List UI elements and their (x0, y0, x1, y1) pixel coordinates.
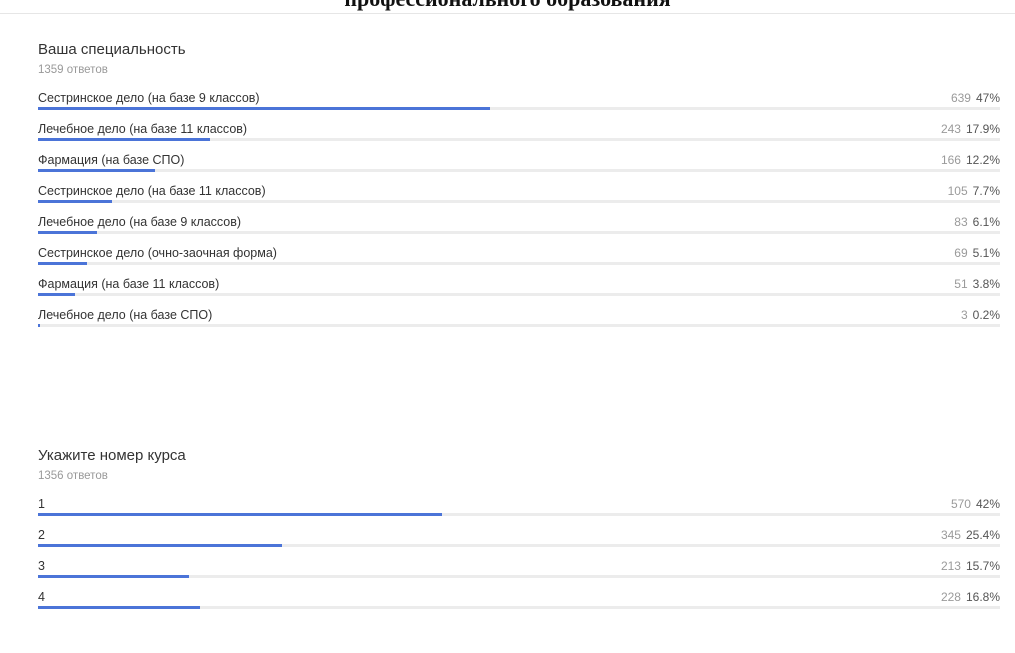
answer-percent: 47% (975, 91, 1000, 105)
bar-track (38, 293, 1000, 296)
answer-row: Сестринское дело (на базе 9 классов) 639 4… (38, 90, 1000, 121)
answer-count: 51 (954, 277, 968, 291)
answer-percent: 3.8% (972, 277, 1000, 291)
answer-label: 4 (38, 590, 45, 604)
answer-value: 51 3.8% (954, 276, 1000, 292)
answer-value: 3 0.2% (961, 307, 1000, 323)
bar-list: Сестринское дело (на базе 9 классов) 639 4… (38, 90, 1000, 338)
answer-count: 83 (954, 215, 968, 229)
answer-count: 639 (950, 91, 971, 105)
answer-row: Фармация (на базе СПО) 166 12.2% (38, 152, 1000, 183)
bar-track (38, 544, 1000, 547)
answer-label: Лечебное дело (на базе 11 классов) (38, 122, 248, 136)
answer-percent: 0.2% (972, 308, 1000, 322)
bar-track (38, 324, 1000, 327)
answer-percent: 42% (975, 497, 1000, 511)
bar-track (38, 107, 1000, 110)
bar-track (38, 513, 1000, 516)
answer-value: 69 5.1% (954, 245, 1000, 261)
bar-fill (38, 262, 88, 265)
answer-percent: 16.8% (965, 590, 1000, 604)
answer-count: 69 (954, 246, 968, 260)
question-title: Укажите номер курса (38, 447, 186, 464)
answer-value: 639 47% (951, 90, 1000, 106)
bar-track (38, 138, 1000, 141)
answer-percent: 12.2% (965, 153, 1000, 167)
answer-label: Сестринское дело (очно-заочная форма) (38, 246, 277, 260)
answer-value: 243 17.9% (941, 121, 1000, 137)
bar-track (38, 575, 1000, 578)
answer-label: Сестринское дело (на базе 11 классов) (38, 184, 266, 198)
bar-fill (38, 200, 113, 203)
answer-count: 213 (940, 559, 961, 573)
answer-value: 166 12.2% (941, 152, 1000, 168)
answer-percent: 17.9% (965, 122, 1000, 136)
question-title: Ваша специальность (38, 41, 186, 58)
answer-count: 166 (940, 153, 961, 167)
bar-track (38, 231, 1000, 234)
question-specialty: Ваша специальность 1359 ответов Сестринс… (38, 41, 1000, 338)
answer-value: 83 6.1% (954, 214, 1000, 230)
answer-row: 1 570 42% (38, 496, 1000, 527)
bar-track (38, 606, 1000, 609)
answer-label: Фармация (на базе СПО) (38, 153, 185, 167)
answer-label: Лечебное дело (на базе СПО) (38, 308, 213, 322)
bar-track (38, 200, 1000, 203)
answer-label: 3 (38, 559, 45, 573)
answer-row: 4 228 16.8% (38, 589, 1000, 620)
answer-percent: 7.7% (972, 184, 1000, 198)
answer-label: Лечебное дело (на базе 9 классов) (38, 215, 242, 229)
answer-label: 1 (38, 497, 45, 511)
answer-value: 105 7.7% (948, 183, 1000, 199)
title-divider (0, 13, 1015, 14)
answer-value: 228 16.8% (941, 589, 1000, 605)
answer-value: 345 25.4% (941, 527, 1000, 543)
answer-count: 105 (947, 184, 968, 198)
answer-count: 570 (950, 497, 971, 511)
answer-percent: 6.1% (972, 215, 1000, 229)
answer-row: Фармация (на базе 11 классов) 51 3.8% (38, 276, 1000, 307)
answer-value: 213 15.7% (941, 558, 1000, 574)
answer-count: 228 (940, 590, 961, 604)
response-count: 1359 ответов (38, 64, 108, 76)
bar-fill (38, 606, 200, 609)
bar-fill (38, 544, 283, 547)
answer-row: 3 213 15.7% (38, 558, 1000, 589)
bar-fill (38, 324, 40, 327)
answer-percent: 15.7% (965, 559, 1000, 573)
answer-count: 243 (940, 122, 961, 136)
bar-fill (38, 231, 97, 234)
answer-row: Лечебное дело (на базе 9 классов) 83 6.1% (38, 214, 1000, 245)
bar-list: 1 570 42% 2 345 25.4% 3 213 15.7% 4 228 16.8% (38, 496, 1000, 620)
answer-row: Лечебное дело (на базе 11 классов) 243 17.… (38, 121, 1000, 152)
answer-percent: 25.4% (965, 528, 1000, 542)
question-course: Укажите номер курса 1356 ответов 1 570 42%… (38, 447, 1000, 620)
answer-label: 2 (38, 528, 45, 542)
answer-label: Фармация (на базе 11 классов) (38, 277, 220, 291)
answer-row: Лечебное дело (на базе СПО) 3 0.2% (38, 307, 1000, 338)
page-title: профессионального образования (0, 0, 1015, 12)
bar-fill (38, 575, 190, 578)
bar-fill (38, 513, 443, 516)
bar-fill (38, 169, 156, 172)
answer-count: 345 (940, 528, 961, 542)
bar-track (38, 262, 1000, 265)
answer-row: Сестринское дело (очно-заочная форма) 69 5… (38, 245, 1000, 276)
answer-row: 2 345 25.4% (38, 527, 1000, 558)
answer-row: Сестринское дело (на базе 11 классов) 105… (38, 183, 1000, 214)
response-count: 1356 ответов (38, 470, 108, 482)
bar-fill (38, 293, 75, 296)
answer-value: 570 42% (951, 496, 1000, 512)
bar-fill (38, 138, 211, 141)
bar-track (38, 169, 1000, 172)
bar-fill (38, 107, 491, 110)
answer-label: Сестринское дело (на базе 9 классов) (38, 91, 260, 105)
answer-percent: 5.1% (972, 246, 1000, 260)
answer-count: 3 (960, 308, 968, 322)
